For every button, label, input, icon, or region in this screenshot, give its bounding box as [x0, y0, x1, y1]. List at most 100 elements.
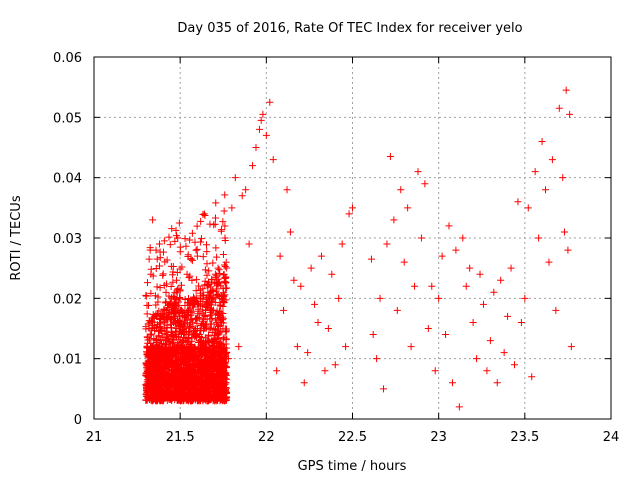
data-point: [217, 227, 225, 235]
data-point: [176, 294, 184, 302]
data-point: [438, 252, 446, 260]
data-point: [214, 292, 222, 300]
data-point: [178, 281, 186, 289]
data-point: [185, 328, 193, 336]
data-point: [189, 307, 197, 315]
data-point: [213, 253, 221, 261]
data-point: [200, 210, 208, 218]
data-point: [147, 391, 155, 399]
data-point: [157, 326, 165, 334]
data-point: [188, 334, 196, 342]
data-point: [199, 285, 207, 293]
data-point: [459, 234, 467, 242]
data-point: [168, 396, 176, 404]
data-point: [189, 384, 197, 392]
data-point: [211, 397, 219, 405]
data-point: [466, 264, 474, 272]
data-point: [181, 330, 189, 338]
data-point: [220, 389, 228, 397]
data-point: [504, 312, 512, 320]
data-point: [490, 288, 498, 296]
data-point: [178, 263, 186, 271]
data-point: [307, 264, 315, 272]
data-point: [152, 246, 160, 254]
data-point: [185, 360, 193, 368]
data-point: [142, 380, 150, 388]
y-tick-label: 0.02: [53, 292, 82, 307]
data-point: [192, 287, 200, 295]
data-point: [150, 313, 158, 321]
data-point: [238, 192, 246, 200]
data-point: [497, 276, 505, 284]
data-point: [479, 300, 487, 308]
data-point: [153, 354, 161, 362]
data-point: [197, 238, 205, 246]
data-point: [153, 376, 161, 384]
data-point: [545, 258, 553, 266]
data-point: [170, 313, 178, 321]
data-point: [564, 246, 572, 254]
data-point: [262, 131, 270, 139]
data-point: [552, 306, 560, 314]
data-point: [342, 343, 350, 351]
data-point: [217, 282, 225, 290]
data-point: [204, 337, 212, 345]
y-tick-label: 0: [74, 413, 82, 428]
data-point: [191, 374, 199, 382]
data-point: [221, 325, 229, 333]
data-point: [154, 358, 162, 366]
data-point: [220, 345, 228, 353]
data-point: [220, 298, 228, 306]
data-point: [193, 245, 201, 253]
data-point: [176, 335, 184, 343]
data-point: [157, 337, 165, 345]
data-point: [156, 365, 164, 373]
data-point: [195, 349, 203, 357]
data-point: [146, 375, 154, 383]
data-point: [213, 349, 221, 357]
data-point: [197, 217, 205, 225]
data-point: [149, 382, 157, 390]
data-point: [228, 204, 236, 212]
data-point: [204, 385, 212, 393]
data-point: [166, 349, 174, 357]
data-point: [161, 363, 169, 371]
x-tick-label: 24: [603, 430, 620, 445]
data-point: [175, 374, 183, 382]
data-point: [190, 345, 198, 353]
data-point: [160, 383, 168, 391]
y-tick-label: 0.05: [53, 111, 82, 126]
data-point: [153, 336, 161, 344]
data-point: [188, 387, 196, 395]
data-point: [189, 318, 197, 326]
data-point: [283, 186, 291, 194]
data-point: [145, 255, 153, 263]
data-point: [210, 325, 218, 333]
data-point: [380, 385, 388, 393]
data-point: [311, 300, 319, 308]
data-point: [193, 252, 201, 260]
data-point: [192, 380, 200, 388]
data-point: [152, 265, 160, 273]
data-point: [213, 280, 221, 288]
data-point: [331, 361, 339, 369]
data-point: [397, 186, 405, 194]
data-point: [175, 219, 183, 227]
data-point: [184, 252, 192, 260]
data-point: [153, 394, 161, 402]
data-point: [192, 276, 200, 284]
data-point: [273, 367, 281, 375]
data-point: [218, 292, 226, 300]
data-point: [186, 352, 194, 360]
data-point: [177, 319, 185, 327]
data-point: [201, 312, 209, 320]
data-point: [500, 349, 508, 357]
data-point: [191, 326, 199, 334]
data-point: [345, 210, 353, 218]
data-point: [280, 306, 288, 314]
y-tick-label: 0.06: [53, 51, 82, 66]
data-point: [173, 325, 181, 332]
data-point: [211, 220, 219, 228]
data-point: [212, 279, 220, 287]
data-point: [192, 315, 200, 323]
